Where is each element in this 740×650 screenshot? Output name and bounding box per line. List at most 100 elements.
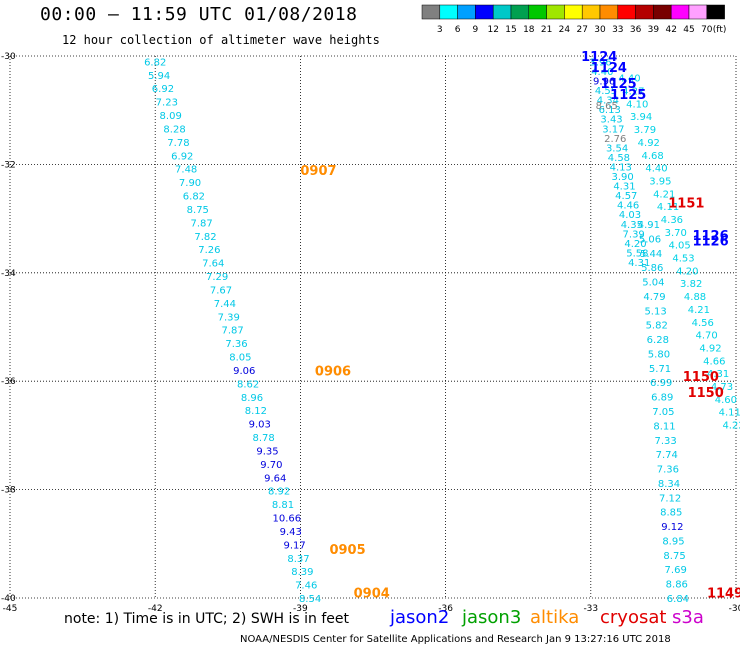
legend-item-altika: altika — [530, 607, 580, 628]
wave-height-label: 8.37 — [287, 554, 309, 565]
wave-height-label: 4.31 — [613, 182, 635, 193]
pass-time-label: 0907 — [300, 164, 336, 179]
wave-height-label: 4.20 — [624, 239, 646, 250]
wave-height-label: 4.92 — [699, 343, 721, 354]
wave-height-label: 5.94 — [148, 71, 170, 82]
wave-height-label: 5.82 — [646, 321, 668, 332]
wave-height-label: 7.12 — [659, 493, 681, 504]
wave-height-label: 5.58 — [626, 248, 648, 259]
color-scale-label: 42 — [665, 25, 676, 35]
wave-height-label: 8.65 — [596, 101, 618, 112]
wave-height-label: 4.40 — [645, 164, 667, 175]
wave-height-label: 7.87 — [191, 218, 213, 229]
pass-time-label: 1150 — [683, 370, 719, 385]
wave-height-label: 4.46 — [617, 201, 639, 212]
pass-time-label: 1124 — [591, 61, 627, 76]
wave-height-label: 3.96 — [589, 57, 611, 68]
wave-height-label: 8.39 — [291, 567, 313, 578]
wave-height-label: 3.82 — [680, 279, 702, 290]
legend-item-jason2: jason2 — [390, 607, 450, 628]
wave-height-label: 5.13 — [644, 306, 666, 317]
wave-height-label: 3.43 — [600, 115, 622, 126]
pass-time-label: 0904 — [354, 587, 390, 602]
wave-height-label: 9.43 — [280, 527, 302, 538]
wave-height-label: 9.06 — [233, 366, 255, 377]
pass-time-label: 1125 — [600, 77, 636, 92]
y-tick-label: -30 — [1, 52, 16, 62]
wave-height-label: 4.66 — [703, 356, 725, 367]
color-scale-label: 70 — [701, 25, 713, 35]
note-text: note: 1) Time is in UTC; 2) SWH is in fe… — [64, 611, 350, 627]
pass-time-label: 1150 — [688, 386, 724, 401]
wave-height-label: 7.69 — [665, 565, 687, 576]
wave-height-label: 8.92 — [268, 487, 290, 498]
wave-height-label: 3.95 — [649, 176, 671, 187]
wave-height-label: 7.26 — [198, 245, 220, 256]
color-scale-label: 12 — [487, 25, 498, 35]
wave-height-label: 6.92 — [171, 151, 193, 162]
legend-item-jason3: jason3 — [462, 607, 522, 628]
wave-height-label: 4.88 — [684, 292, 706, 303]
wave-height-label: 7.23 — [156, 98, 178, 109]
wave-height-label: 4.56 — [692, 318, 714, 329]
color-scale-label: 24 — [559, 25, 571, 35]
wave-height-label: 8.11 — [653, 421, 675, 432]
wave-height-label: 4.21 — [688, 305, 710, 316]
pass-time-label: 1124 — [581, 50, 617, 65]
color-scale-label: 9 — [473, 25, 479, 35]
chart-subtitle: 12 hour collection of altimeter wave hei… — [62, 33, 380, 47]
pass-time-label: 1151 — [668, 196, 704, 211]
y-tick-label: -40 — [1, 594, 16, 604]
color-scale: 3 6 9 12 15 18 21 24 27 30 33 36 39 42 45 70 (ft) — [421, 4, 726, 35]
chart-title: 00:00 – 11:59 UTC 01/08/2018 — [40, 4, 358, 25]
wave-height-label: 6.84 — [667, 594, 689, 605]
legend-item-cryosat: cryosat — [600, 607, 667, 628]
wave-height-label: 4.20 — [676, 266, 698, 277]
wave-height-label: 3.94 — [630, 112, 652, 123]
wave-height-label: 4.11 — [719, 408, 740, 419]
wave-height-label: 8.62 — [237, 379, 259, 390]
footer-credit: NOAA/NESDIS Center for Satellite Applica… — [240, 634, 671, 645]
wave-height-label: 8.75 — [187, 205, 209, 216]
wave-height-label: 4.40 — [591, 67, 613, 78]
color-scale-label: 45 — [683, 25, 694, 35]
color-scale-label: 27 — [576, 25, 587, 35]
wave-height-label: 4.13 — [610, 162, 632, 173]
wave-height-label: 7.78 — [167, 138, 189, 149]
wave-height-label: 7.44 — [214, 299, 236, 310]
x-tick-label: -33 — [583, 604, 598, 614]
wave-height-label: 4.79 — [643, 292, 665, 303]
wave-height-label: 6.92 — [152, 84, 174, 95]
y-tick-label: -34 — [1, 269, 16, 279]
x-tick-label: -30 — [729, 604, 740, 614]
wave-height-label: 7.87 — [222, 326, 244, 337]
wave-height-label: 7.64 — [202, 259, 224, 270]
pass-time-label: 0906 — [315, 364, 351, 379]
color-scale-label: 39 — [648, 25, 660, 35]
wave-height-label: 8.12 — [245, 406, 267, 417]
wave-height-label: 7.90 — [179, 178, 201, 189]
wave-height-label: 4.21 — [653, 189, 675, 200]
color-scale-label: 33 — [612, 25, 623, 35]
wave-height-label: 3.90 — [611, 172, 633, 183]
x-tick-label: -42 — [148, 604, 163, 614]
wave-height-label: 4.34 — [597, 96, 619, 107]
wave-height-label: 7.74 — [656, 450, 678, 461]
wave-height-label: 9.70 — [260, 460, 282, 471]
wave-height-label: 7.36 — [657, 465, 679, 476]
wave-height-label: 4.31 — [628, 258, 650, 269]
wave-height-label: 8.96 — [241, 393, 263, 404]
wave-height-label: 9.12 — [661, 522, 683, 533]
wave-height-label: 7.39 — [218, 312, 240, 323]
y-tick-label: -38 — [1, 486, 16, 496]
wave-height-label: 7.82 — [194, 232, 216, 243]
wave-height-label: 5.44 — [640, 249, 662, 260]
wave-height-label: 9.96 — [593, 77, 615, 88]
wave-height-label: 4.35 — [621, 220, 643, 231]
wave-height-label: 4.05 — [668, 241, 690, 252]
wave-height-label: 6.82 — [144, 57, 166, 68]
wave-height-label: 2.76 — [604, 134, 626, 145]
wave-height-label: 7.29 — [206, 272, 228, 283]
wave-height-label: 4.91 — [638, 220, 660, 231]
pass-time-label: 1126 — [692, 229, 728, 244]
